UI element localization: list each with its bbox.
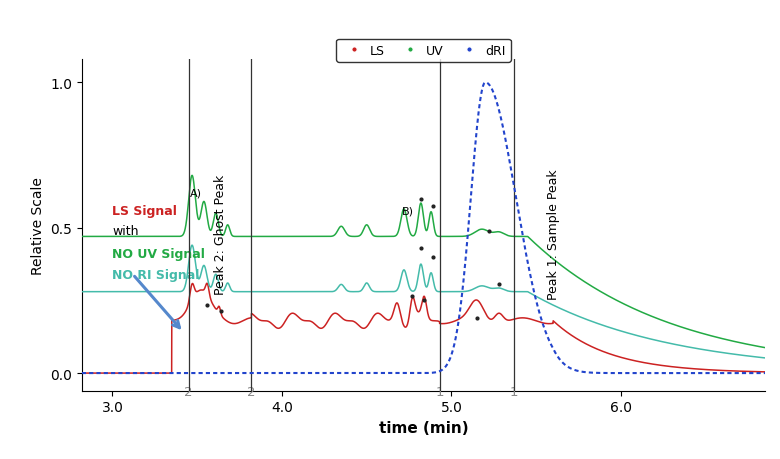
Text: Peak 2: Ghost Peak: Peak 2: Ghost Peak	[214, 174, 226, 294]
Legend: LS, UV, dRI: LS, UV, dRI	[336, 40, 511, 63]
Text: 2: 2	[184, 386, 193, 398]
Text: Peak 1: Sample Peak: Peak 1: Sample Peak	[547, 169, 559, 299]
Y-axis label: Relative Scale: Relative Scale	[30, 176, 44, 274]
Text: 1: 1	[435, 386, 444, 398]
Text: B): B)	[402, 206, 414, 216]
Text: 2: 2	[247, 386, 256, 398]
Text: NO RI Signal: NO RI Signal	[112, 268, 200, 281]
Text: 1: 1	[510, 386, 519, 398]
Text: A): A)	[190, 188, 202, 198]
Text: NO UV Signal: NO UV Signal	[112, 248, 205, 261]
X-axis label: time (min): time (min)	[378, 420, 468, 435]
Text: LS Signal: LS Signal	[112, 204, 177, 217]
Text: with: with	[112, 224, 139, 238]
